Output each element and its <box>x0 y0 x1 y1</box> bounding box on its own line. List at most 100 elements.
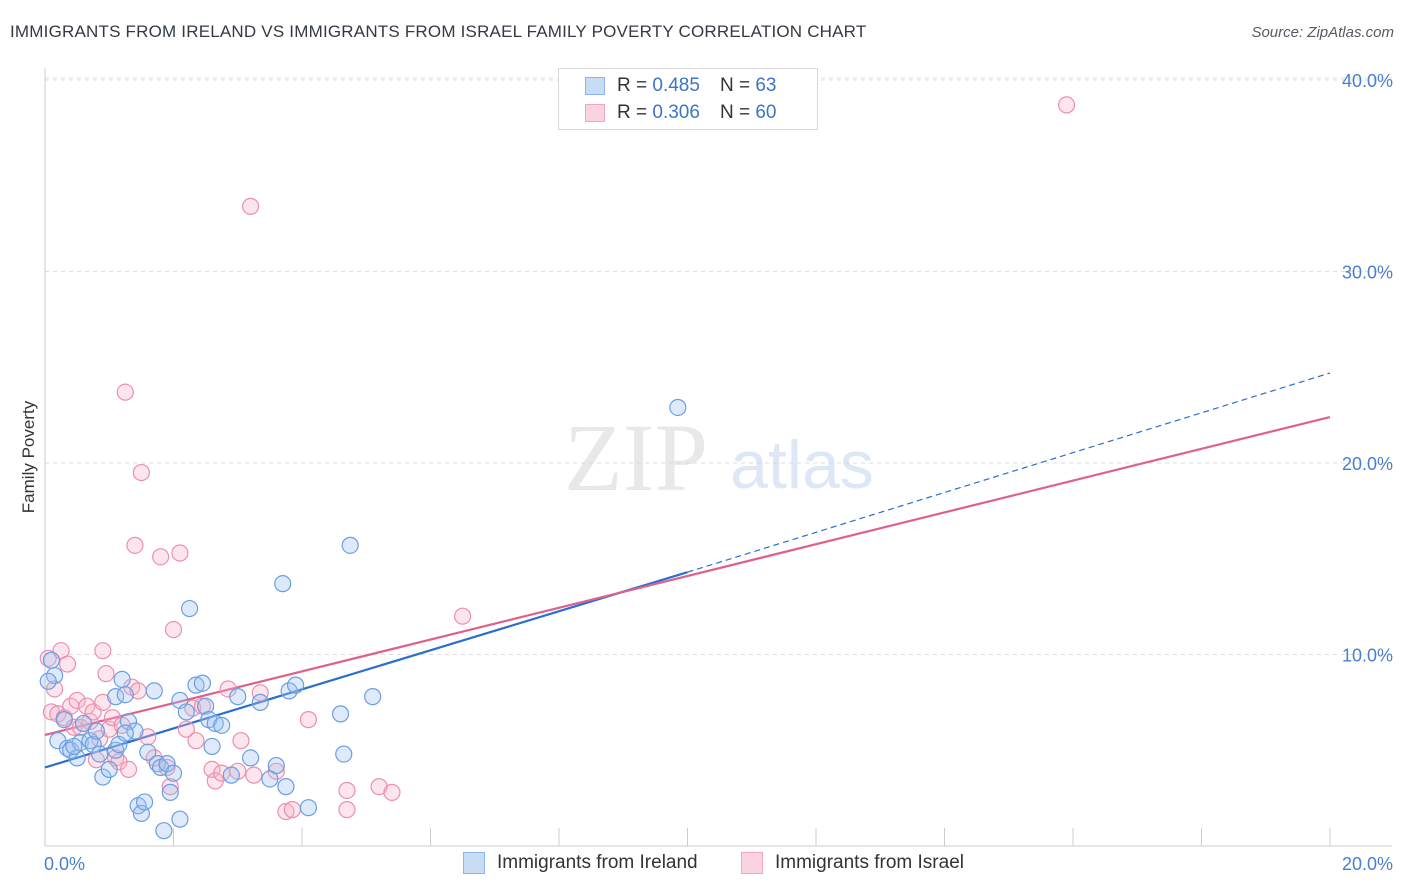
point-ireland <box>65 737 83 756</box>
point-ireland <box>91 745 109 763</box>
point-ireland <box>193 674 212 692</box>
point-israel <box>338 781 356 800</box>
watermark: ZIP atlas <box>564 404 874 511</box>
y-tick-label: 20.0% <box>1342 454 1393 474</box>
legend-swatch-ireland <box>585 77 605 95</box>
legend-item-ireland[interactable]: Immigrants from Ireland <box>463 852 698 874</box>
data-points <box>39 96 1076 840</box>
point-ireland <box>331 705 350 723</box>
point-ireland <box>341 536 359 554</box>
point-ireland <box>180 599 199 618</box>
point-ireland <box>286 676 305 694</box>
legend-item-israel[interactable]: Immigrants from Israel <box>741 852 964 874</box>
x-tick-label: 0.0% <box>44 854 85 874</box>
point-israel <box>171 544 189 562</box>
point-ireland <box>299 799 318 817</box>
point-israel <box>68 691 86 710</box>
point-ireland <box>364 688 382 706</box>
legend-n-label: N = <box>719 102 751 123</box>
legend-n-label: N = <box>719 75 751 96</box>
stats-legend: R = 0.485 N = 63 R = 0.306 N = 60 <box>558 68 818 130</box>
point-israel <box>299 711 318 729</box>
legend-row-israel: R = 0.306 N = 60 <box>585 101 776 125</box>
y-axis-label: Family Poverty <box>19 400 38 513</box>
point-israel <box>97 665 115 683</box>
legend-n-ireland: 63 <box>755 75 777 96</box>
point-ireland <box>100 760 118 779</box>
legend-swatch-israel <box>585 104 605 122</box>
point-israel <box>251 684 269 702</box>
point-israel <box>187 732 205 750</box>
point-ireland <box>164 764 183 782</box>
y-tick-label: 10.0% <box>1342 646 1393 666</box>
watermark-zip: ZIP <box>564 404 708 511</box>
point-ireland <box>187 676 205 694</box>
point-ireland <box>267 756 285 775</box>
chart-title: IMMIGRANTS FROM IRELAND VS IMMIGRANTS FR… <box>10 22 867 41</box>
point-israel <box>1057 96 1076 114</box>
legend-label-israel: Immigrants from Israel <box>775 852 964 873</box>
point-israel <box>94 642 112 660</box>
point-ireland <box>161 783 179 801</box>
point-ireland <box>145 682 163 700</box>
point-israel <box>161 778 179 796</box>
point-ireland <box>171 810 189 828</box>
point-ireland <box>229 688 247 706</box>
legend-r-israel: 0.306 <box>652 102 700 123</box>
point-israel <box>164 621 183 639</box>
legend-r-label: R = <box>617 102 648 123</box>
series-legend: Immigrants from Ireland Immigrants from … <box>0 852 1406 876</box>
point-ireland <box>222 766 240 784</box>
watermark-atlas: atlas <box>730 427 874 503</box>
point-israel <box>232 732 250 750</box>
point-israel <box>277 802 295 821</box>
point-ireland <box>203 737 221 756</box>
point-ireland <box>274 575 292 593</box>
point-ireland <box>242 749 260 767</box>
point-ireland <box>335 745 353 763</box>
legend-swatch-ireland <box>463 852 485 874</box>
point-israel <box>383 783 401 801</box>
point-israel <box>58 655 77 673</box>
legend-row-ireland: R = 0.485 N = 63 <box>585 74 776 98</box>
point-israel <box>116 383 134 401</box>
y-tick-label: 40.0% <box>1342 71 1393 91</box>
axes <box>44 68 1392 847</box>
legend-n-israel: 60 <box>755 102 777 123</box>
point-ireland <box>206 714 224 733</box>
point-ireland <box>197 697 215 715</box>
point-ireland <box>46 666 64 685</box>
trend-line-ireland <box>44 571 688 769</box>
point-ireland <box>42 651 61 669</box>
point-israel <box>81 712 99 731</box>
point-ireland <box>116 686 134 704</box>
legend-label-ireland: Immigrants from Ireland <box>497 852 698 873</box>
point-ireland <box>139 743 157 761</box>
point-ireland <box>277 778 295 796</box>
point-ireland <box>135 793 154 811</box>
legend-r-ireland: 0.485 <box>652 75 700 96</box>
point-ireland <box>87 722 106 740</box>
point-israel <box>242 197 260 215</box>
point-ireland <box>74 714 93 733</box>
y-tick-label: 30.0% <box>1342 263 1393 283</box>
point-israel <box>454 607 472 625</box>
point-ireland <box>280 682 298 700</box>
point-ireland <box>39 672 57 690</box>
point-ireland <box>55 711 73 729</box>
point-ireland <box>113 670 131 688</box>
point-israel <box>177 720 195 738</box>
point-israel <box>283 801 301 819</box>
point-ireland <box>84 735 102 754</box>
trend-line-ireland-extension <box>687 372 1331 573</box>
point-israel <box>132 463 150 482</box>
point-israel <box>338 801 356 819</box>
point-ireland <box>251 693 269 711</box>
point-ireland <box>116 724 134 742</box>
point-ireland <box>158 755 176 773</box>
point-ireland <box>177 703 195 721</box>
trend-line-israel <box>44 415 1331 736</box>
point-ireland <box>669 398 687 417</box>
point-israel <box>152 548 170 566</box>
